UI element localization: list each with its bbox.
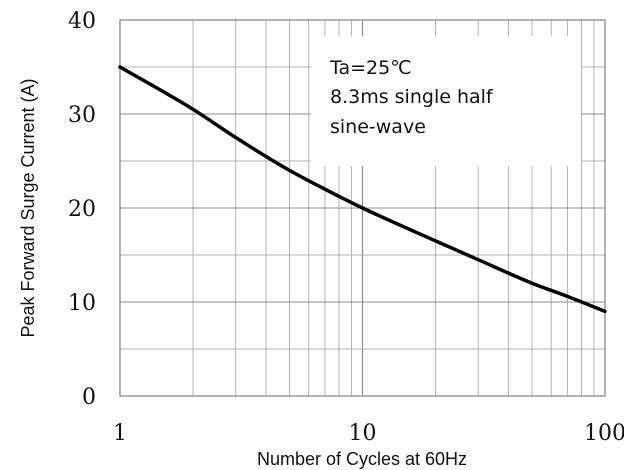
x-tick-label: 10 [349, 421, 377, 446]
y-tick-label: 40 [68, 9, 96, 34]
series-line [118, 65, 607, 314]
annotation-background [311, 36, 581, 166]
x-tick-label: 100 [584, 421, 624, 446]
x-axis-title: Number of Cycles at 60Hz [257, 449, 467, 469]
y-tick-label: 0 [82, 385, 96, 410]
x-tick-label: 1 [113, 421, 127, 446]
y-tick-label: 20 [68, 197, 96, 222]
y-tick-label: 30 [68, 103, 96, 128]
annotation-line-2: 8.3ms single half [330, 86, 494, 108]
annotation-line-3: sine-wave [330, 116, 426, 138]
series-layer [118, 65, 607, 314]
y-axis-title: Peak Forward Surge Current (A) [18, 78, 38, 337]
tick-labels: 0 10 20 30 40 1 10 100 [68, 9, 624, 446]
annotation-line-1: Ta=25℃ [329, 57, 412, 79]
annotation-box: Ta=25℃ 8.3ms single half sine-wave [311, 36, 581, 166]
plot-frame [119, 19, 606, 397]
y-tick-label: 10 [68, 291, 96, 316]
